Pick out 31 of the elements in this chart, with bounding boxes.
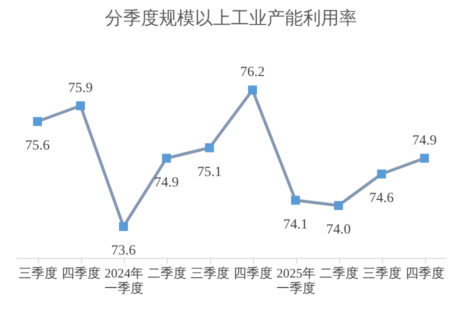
data-label: 75.1 [197,164,222,180]
chart-title: 分季度规模以上工业产能利用率 [105,8,357,29]
x-tick-label: 三季度 [362,266,402,280]
x-tick-label: 二季度 [320,266,358,280]
point [162,154,171,163]
data-label: 75.9 [68,80,93,96]
x-tick-label: 四季度 [62,266,100,280]
data-label: 76.2 [240,65,265,80]
data-label: 75.6 [25,138,50,154]
data-label: 74.6 [369,191,394,206]
data-label: 74.9 [154,175,179,190]
x-tick-label: 四季度 [234,266,272,280]
point [334,201,343,210]
x-tick-label: 2025年一季度 [276,266,316,296]
x-tick-label: 三季度 [190,266,230,280]
point [248,86,257,94]
x-tick-label: 三季度 [18,266,58,280]
point [76,101,85,110]
x-tick-label: 四季度 [406,266,444,280]
point [119,222,128,231]
point [205,143,214,152]
point [291,196,300,205]
point [377,170,386,178]
data-label: 74.1 [283,217,308,232]
data-label: 74.9 [412,133,437,148]
x-tick-label: 2024年一季度 [104,266,144,296]
data-label: 74.0 [326,222,351,238]
point [420,154,429,163]
data-label: 73.6 [111,244,136,258]
x-tick-label: 二季度 [148,266,186,280]
point [33,117,42,126]
